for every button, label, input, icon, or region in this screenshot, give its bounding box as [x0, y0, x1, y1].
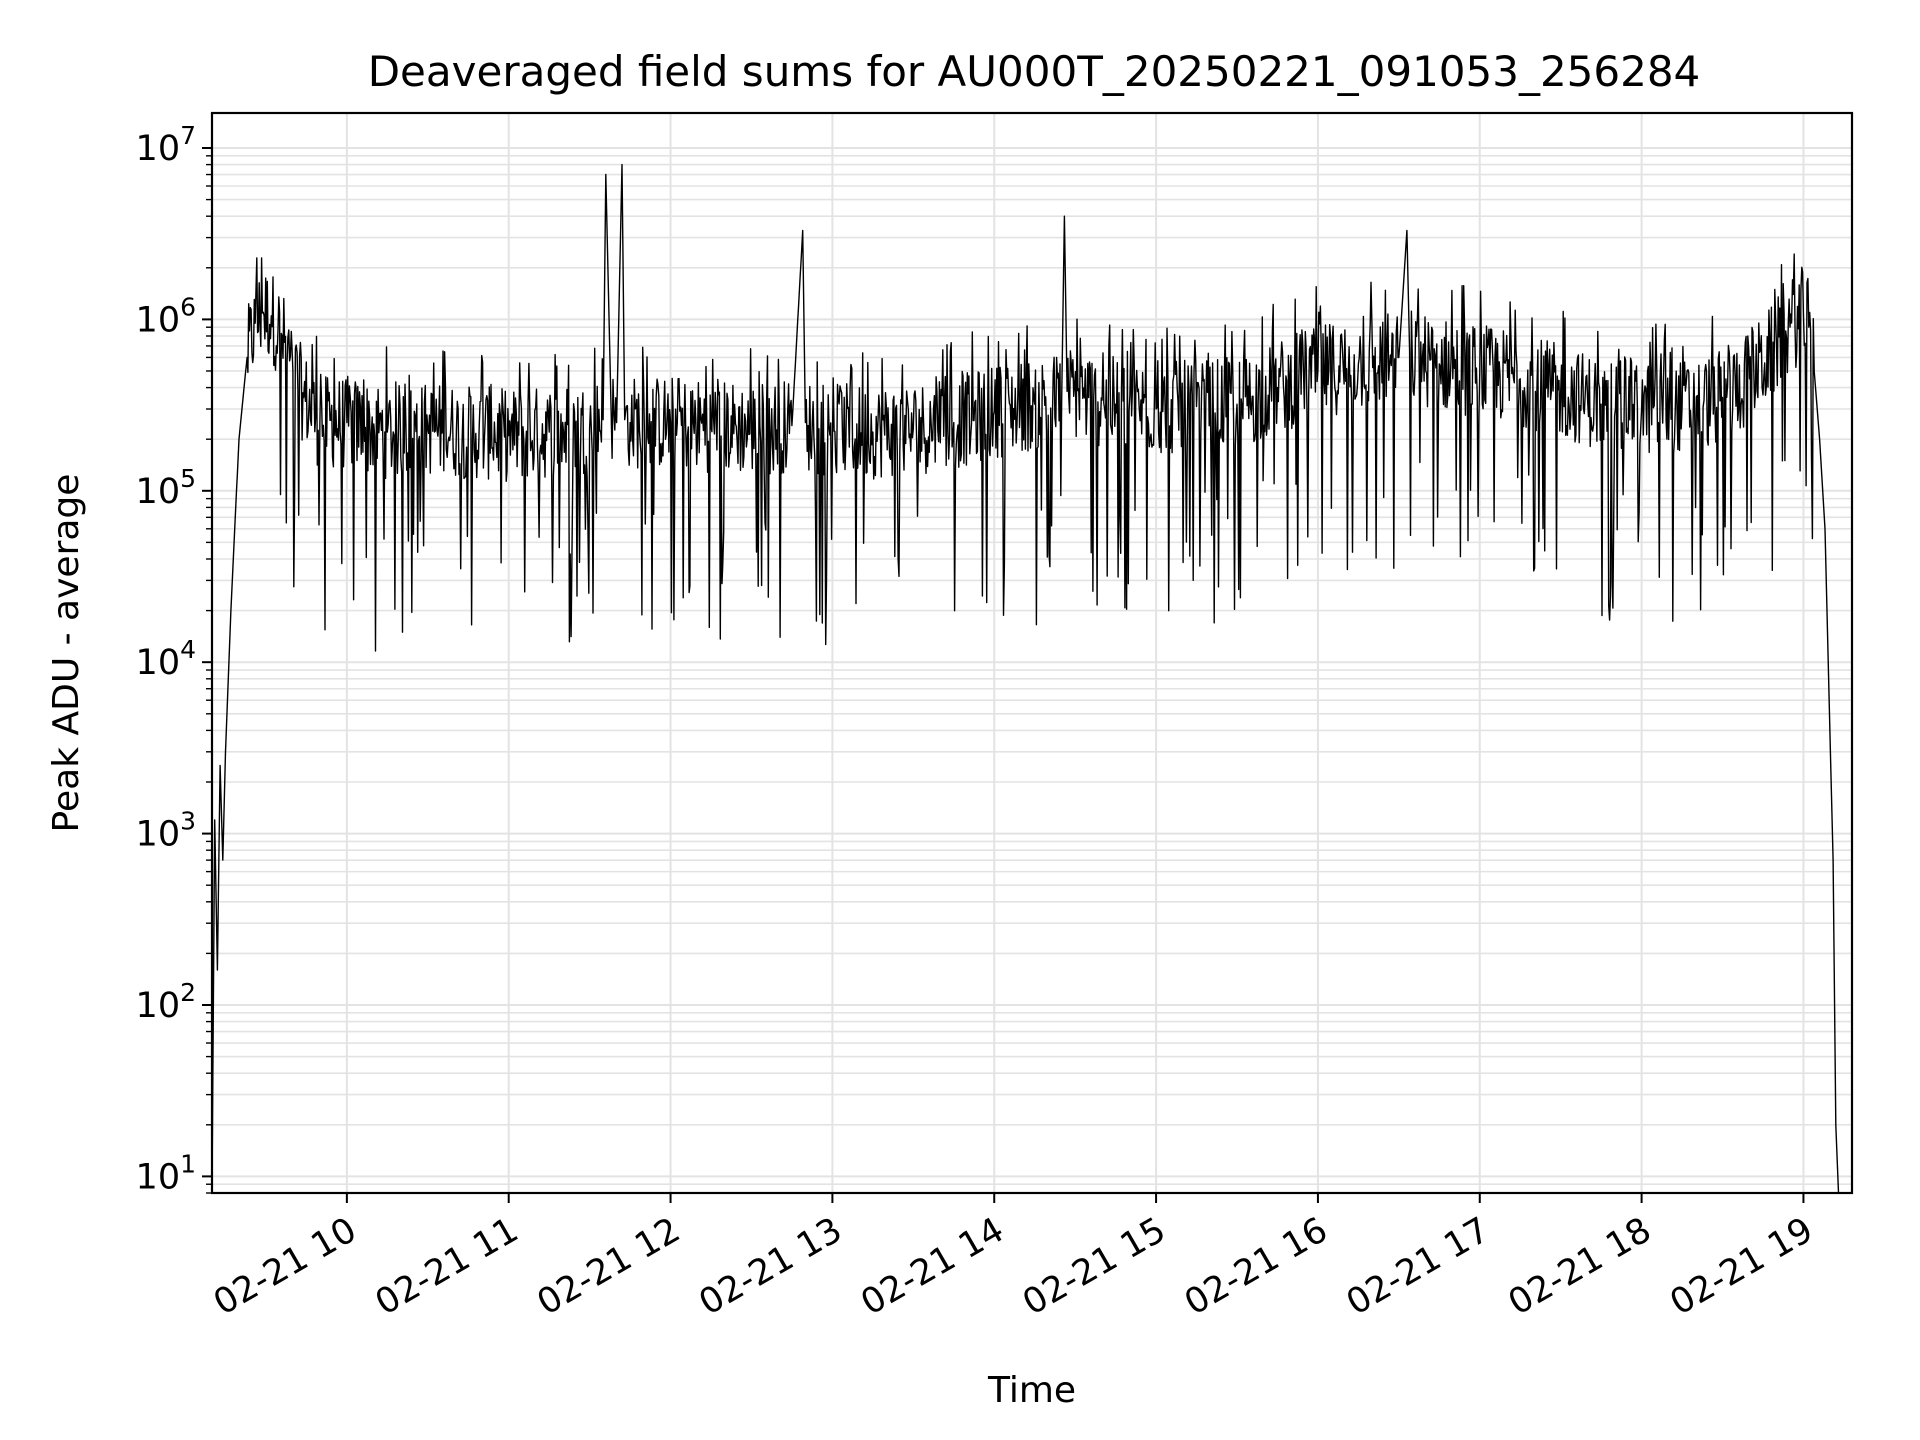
- series-line: [211, 163, 1840, 1194]
- y-tick-label-base: 10: [136, 472, 181, 512]
- y-axis-title: Peak ADU - average: [46, 474, 87, 833]
- y-tick-label: 101: [136, 1149, 196, 1197]
- y-tick-label-exponent: 5: [180, 464, 196, 493]
- y-tick-label: 103: [136, 807, 196, 855]
- y-tick-label: 102: [136, 978, 196, 1026]
- x-tick-label: 02-21 15: [1016, 1210, 1172, 1323]
- y-tick-label-base: 10: [136, 129, 181, 169]
- x-tick-label: 02-21 14: [854, 1210, 1010, 1323]
- x-tick-label: 02-21 11: [369, 1210, 525, 1323]
- x-tick-label: 02-21 18: [1502, 1210, 1658, 1323]
- x-tick-label: 02-21 19: [1664, 1210, 1820, 1323]
- y-tick-label-base: 10: [136, 815, 181, 855]
- y-tick-label-base: 10: [136, 986, 181, 1026]
- x-tick-label: 02-21 17: [1340, 1210, 1496, 1323]
- series-line-group: [211, 163, 1840, 1194]
- x-tick-label: 02-21 10: [207, 1210, 363, 1323]
- y-tick-label: 106: [136, 292, 196, 340]
- plot-frame: [210, 111, 1854, 1195]
- chart-title: Deaveraged field sums for AU000T_2025022…: [368, 47, 1701, 96]
- y-tick-label-exponent: 7: [180, 121, 196, 150]
- y-tick-label-exponent: 4: [180, 635, 196, 664]
- x-tick-label: 02-21 13: [693, 1210, 849, 1323]
- y-tick-label-base: 10: [136, 300, 181, 340]
- y-tick-label: 104: [136, 635, 196, 683]
- y-tick-label-exponent: 1: [180, 1149, 196, 1178]
- y-tick-label: 105: [136, 464, 196, 512]
- y-tick-label-base: 10: [136, 643, 181, 683]
- y-tick-label-base: 10: [136, 1157, 181, 1197]
- y-tick-label-exponent: 6: [180, 292, 196, 321]
- x-axis: 02-21 10 02-21 11 02-21 12 02-21 13 02-21 14…: [207, 1193, 1820, 1323]
- x-axis-title: Time: [987, 1370, 1076, 1411]
- x-tick-label: 02-21 16: [1178, 1210, 1334, 1323]
- y-tick-label-exponent: 3: [180, 807, 196, 836]
- y-tick-label-exponent: 2: [180, 978, 196, 1007]
- grid: [212, 113, 1852, 1194]
- x-tick-label: 02-21 12: [531, 1210, 687, 1323]
- y-tick-label: 107: [136, 121, 196, 169]
